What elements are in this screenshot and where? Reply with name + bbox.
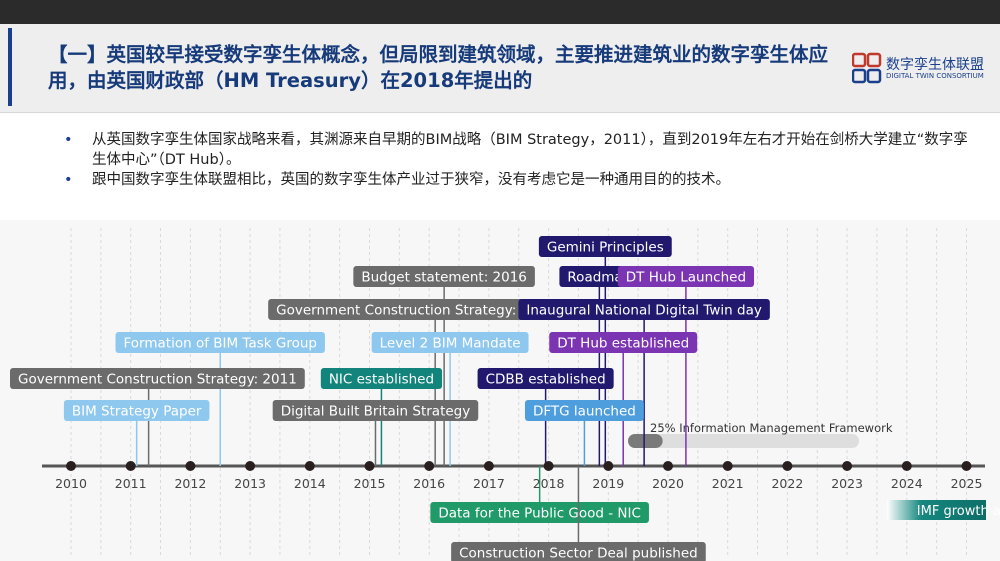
- year-label: 2018: [533, 476, 565, 491]
- bullet-item: 从英国数字孪生体国家战略来看，其渊源来自早期的BIM战略（BIM Strateg…: [64, 130, 974, 170]
- timeline-event-label-box: [115, 332, 325, 353]
- timeline-event-label-box: [477, 368, 614, 389]
- year-dot: [603, 461, 614, 471]
- timeline-event-label-box: [549, 332, 698, 353]
- progress-fill: [628, 434, 663, 448]
- year-label: 2012: [174, 476, 206, 491]
- year-label: 2011: [115, 476, 147, 491]
- year-dot: [782, 461, 793, 471]
- year-label: 2014: [294, 476, 326, 491]
- timeline-event-label-box: [353, 266, 535, 287]
- year-dot: [722, 461, 733, 471]
- timeline-event-label: DFTG launched: [533, 404, 636, 420]
- timeline-event-label-box: [524, 400, 644, 421]
- timeline-event-label-box: [63, 400, 210, 421]
- timeline-event-label: Roadmap: [567, 270, 631, 286]
- timeline-panel: 25% Information Management Framework IMF …: [0, 220, 1000, 561]
- year-dot: [66, 461, 76, 471]
- year-label: 2025: [951, 476, 983, 491]
- timeline-event-label-box: [272, 400, 479, 421]
- year-label: 2017: [473, 476, 505, 491]
- timeline-event-label: Gemini Principles: [547, 240, 664, 256]
- year-label: 2019: [592, 476, 624, 491]
- timeline-event-label-box: [518, 299, 770, 320]
- year-dot: [304, 461, 315, 471]
- timeline-event-label: Government Construction Strategy: 2016-2…: [276, 303, 594, 319]
- timeline-event-label: DT Hub Launched: [626, 270, 746, 286]
- year-dot: [424, 461, 435, 471]
- year-dot: [961, 461, 972, 471]
- timeline-event-label-box: [320, 368, 443, 389]
- header: 【一】英国较早接受数字孪生体概念，但局限到建筑领域，主要推进建筑业的数字孪生体应…: [0, 24, 1000, 113]
- timeline-event-label: CDBB established: [486, 372, 606, 388]
- year-label: 2016: [413, 476, 445, 491]
- year-label: 2021: [712, 476, 744, 491]
- rollout-box: [886, 500, 986, 520]
- timeline-event-label: Government Construction Strategy: 2011: [18, 372, 297, 388]
- timeline-below-event-label-box: [451, 542, 706, 561]
- year-dot: [663, 461, 673, 471]
- timeline-event-label: Inaugural National Digital Twin day: [526, 303, 761, 319]
- year-dot: [901, 461, 912, 471]
- logo-text-en: DIGITAL TWIN CONSORTIUM: [886, 72, 984, 80]
- logo-mark-icon: [852, 52, 882, 84]
- timeline-event-label: DT Hub established: [557, 336, 689, 352]
- timeline-event-label: Digital Built Britain Strategy: [281, 404, 471, 420]
- year-dot: [842, 461, 853, 471]
- timeline-below-event-label: Construction Sector Deal published: [459, 546, 698, 561]
- timeline-below-event-label-box: [430, 502, 649, 523]
- timeline-event-label-box: [538, 236, 672, 257]
- timeline-event-label-box: [371, 332, 529, 353]
- year-dot: [543, 461, 554, 471]
- year-dot: [483, 461, 494, 471]
- timeline-event-label-box: [617, 266, 755, 287]
- year-dot: [125, 461, 136, 471]
- year-dot: [245, 461, 256, 471]
- year-label: 2013: [234, 476, 266, 491]
- timeline-svg: 25% Information Management Framework IMF …: [10, 228, 1000, 561]
- year-dot: [364, 461, 375, 471]
- bullet-item: 跟中国数字孪生体联盟相比，英国的数字孪生体产业过于狭窄，没有考虑它是一种通用目的…: [64, 170, 974, 190]
- year-label: 2010: [55, 476, 87, 491]
- timeline-event-label: Level 2 BIM Mandate: [380, 336, 521, 352]
- consortium-logo: 数字孪生体联盟 DIGITAL TWIN CONSORTIUM: [852, 52, 992, 86]
- year-label: 2024: [891, 476, 923, 491]
- year-label: 2023: [831, 476, 863, 491]
- header-accent-bar: [8, 28, 12, 106]
- bullet-list: 从英国数字孪生体国家战略来看，其渊源来自早期的BIM战略（BIM Strateg…: [64, 130, 974, 190]
- timeline-event-label: Formation of BIM Task Group: [124, 336, 317, 352]
- year-dot: [185, 461, 196, 471]
- timeline-event-label: BIM Strategy Paper: [72, 404, 202, 420]
- timeline-event-label: Budget statement: 2016: [361, 270, 527, 286]
- slide: 【一】英国较早接受数字孪生体概念，但局限到建筑领域，主要推进建筑业的数字孪生体应…: [0, 24, 1000, 561]
- year-label: 2020: [652, 476, 684, 491]
- progress-label: 25% Information Management Framework: [650, 421, 893, 435]
- year-label: 2022: [771, 476, 803, 491]
- timeline-event-label: NIC established: [329, 372, 434, 388]
- logo-text-cn: 数字孪生体联盟: [886, 57, 984, 73]
- page-title: 【一】英国较早接受数字孪生体概念，但局限到建筑领域，主要推进建筑业的数字孪生体应…: [48, 43, 829, 92]
- timeline-below-event-label: Data for the Public Good - NIC: [438, 506, 641, 522]
- rollout-label: IMF growth and roll-out: [917, 504, 1000, 519]
- timeline-event-label-box: [10, 368, 305, 389]
- year-label: 2015: [354, 476, 386, 491]
